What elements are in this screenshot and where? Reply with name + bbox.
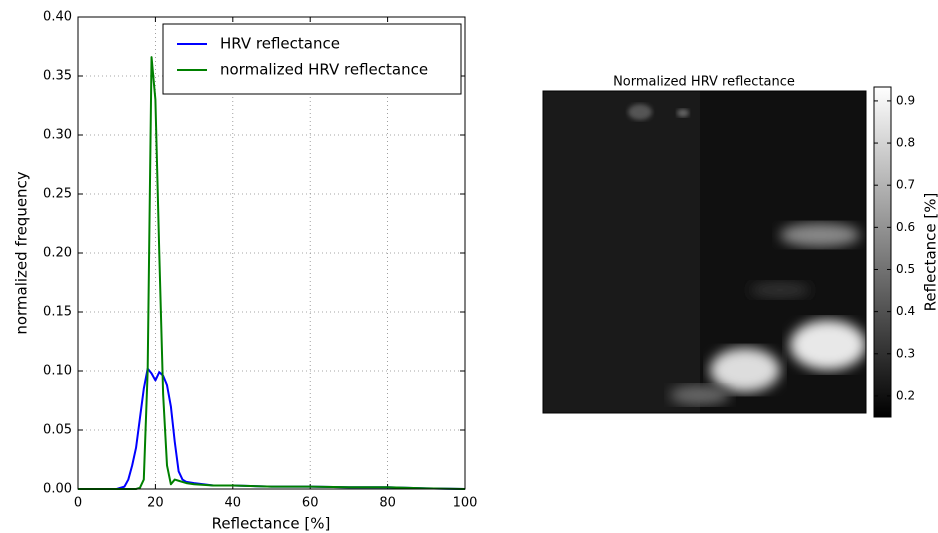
legend-label: HRV reflectance <box>220 35 340 53</box>
colorbar-tick-label: 0.3 <box>896 346 915 360</box>
y-tick-label: 0.25 <box>43 187 72 202</box>
y-tick-label: 0.15 <box>43 305 72 320</box>
image-title: Normalized HRV reflectance <box>613 75 795 90</box>
y-tick-label: 0.30 <box>43 128 72 143</box>
y-tick-label: 0.35 <box>43 69 72 84</box>
x-tick-label: 60 <box>302 496 319 511</box>
colorbar-tick-label: 0.8 <box>896 136 915 150</box>
colorbar-tick-label: 0.5 <box>896 262 915 276</box>
image-panel: Normalized HRV reflectance Reflectance [… <box>542 75 938 418</box>
y-axis-label: normalized frequency <box>13 171 31 334</box>
y-tick-label: 0.20 <box>43 246 72 261</box>
colorbar-tick-label: 0.6 <box>896 220 915 234</box>
series-line <box>78 56 466 490</box>
y-tick-label: 0.10 <box>43 364 72 379</box>
y-tick-label: 0.05 <box>43 423 72 438</box>
colorbar-tick-label: 0.4 <box>896 304 915 318</box>
y-tick-label: 0.00 <box>43 482 72 497</box>
image-texture <box>628 91 866 413</box>
colorbar-tick-label: 0.9 <box>896 93 915 107</box>
legend-box <box>162 23 462 95</box>
colorbar-tick-label: 0.2 <box>896 388 915 402</box>
series-line <box>78 367 466 490</box>
image-frame <box>542 90 867 414</box>
y-tick-label: 0.40 <box>43 10 72 25</box>
colorbar <box>873 86 892 418</box>
x-tick-label: 40 <box>225 496 242 511</box>
x-tick-label: 80 <box>379 496 396 511</box>
x-tick-label: 20 <box>147 496 164 511</box>
colorbar-label: Reflectance [%] <box>922 193 938 312</box>
colorbar-tick-label: 0.7 <box>896 178 915 192</box>
x-tick-label: 100 <box>453 496 478 511</box>
plot-frame <box>77 16 466 490</box>
x-tick-label: 0 <box>74 496 82 511</box>
legend-label: normalized HRV reflectance <box>220 61 428 79</box>
x-axis-label: Reflectance [%] <box>212 515 331 533</box>
